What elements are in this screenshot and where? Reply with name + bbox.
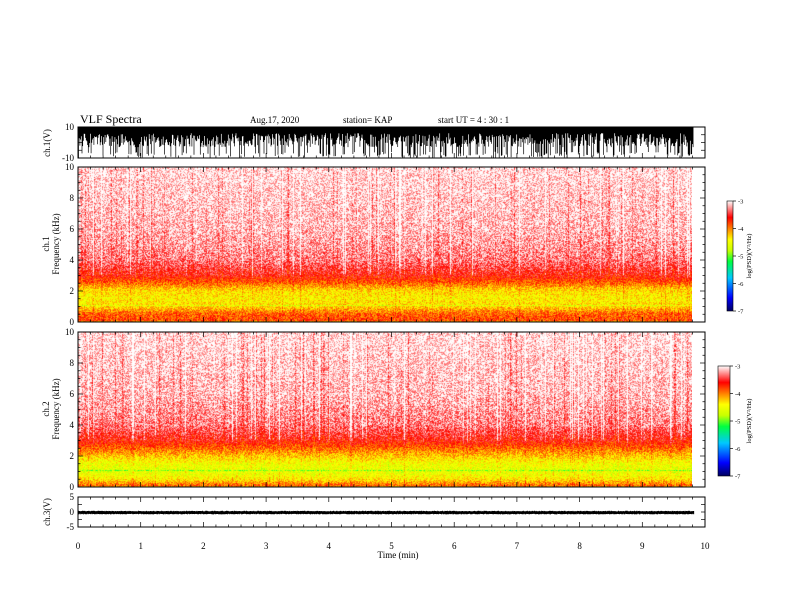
time-tick-label: 2 (201, 541, 206, 551)
ch1-frequency-ytick-label: 4 (70, 255, 75, 265)
ch2-colorbar-tick-label: -7 (735, 474, 741, 481)
ch3-ytick-bottom: -5 (67, 522, 75, 532)
ch1-spectrogram-ticks (77, 166, 706, 323)
start-time-label: start UT = 4 : 30 : 1 (438, 115, 509, 125)
ch3-waveform-panel: 5 0 -5 ch.3(V) (42, 492, 706, 532)
ch1-colorbar-tick-label: -6 (738, 281, 744, 288)
ch2-spectrogram-panel: 0 2 4 6 8 10 ch.2 Frequency (kHz) (41, 327, 706, 492)
time-tick-label: 7 (515, 541, 520, 551)
time-tick-label: 1 (138, 541, 143, 551)
ch1-colorbar-tick-label: -5 (738, 254, 743, 261)
ch1-colorbar-tick-label: -4 (738, 226, 744, 233)
date-label: Aug.17, 2020 (250, 115, 300, 125)
time-axis-label: Time (min) (378, 550, 419, 560)
ch1-ylabel: ch.1(V) (42, 129, 52, 157)
ch1-waveform-ticks (77, 126, 706, 159)
ch2-spectrogram-ticks (77, 331, 706, 488)
ch1-frequency-ytick-label: 8 (70, 193, 75, 203)
ch1-frequency-tick-labels: 0 2 4 6 8 10 (65, 162, 75, 327)
ch1-ylabel-frequency: Frequency (kHz) (51, 213, 61, 274)
ch2-colorbar-ticks: -3 -4 -5 -6 -7 (730, 364, 741, 481)
ch2-ylabel-frequency: Frequency (kHz) (51, 378, 61, 439)
time-tick-label: 10 (701, 541, 711, 551)
figure-title: VLF Spectra (80, 112, 142, 126)
time-tick-label: 5 (389, 541, 394, 551)
ch3-ytick-middle: 0 (70, 507, 75, 517)
ch2-spectrogram-image (78, 332, 692, 487)
ch2-frequency-ytick-label: 10 (65, 327, 75, 337)
ch2-frequency-ytick-label: 2 (70, 451, 75, 461)
time-tick-label: 6 (452, 541, 457, 551)
ch2-colorbar: -3 -4 -5 -6 -7 log(PSD)(V²/Hz) (717, 364, 753, 481)
time-tick-label: 9 (640, 541, 645, 551)
ch1-ylabel-channel: ch.1 (41, 236, 51, 251)
ch2-colorbar-tick-label: -4 (735, 391, 741, 398)
ch1-colorbar: -3 -4 -5 -6 -7 log(PSD)(V²/Hz) (726, 199, 753, 316)
ch2-colorbar-tick-label: -3 (735, 364, 740, 371)
ch1-colorbar-tick-label: -7 (738, 309, 744, 316)
ch3-waveform-trace (78, 510, 695, 515)
ch1-waveform-line (78, 127, 694, 158)
ch2-frequency-ytick-label: 8 (70, 358, 75, 368)
ch1-colorbar-gradient (726, 200, 734, 312)
ch1-ytick-bottom: -10 (62, 153, 74, 163)
ch1-colorbar-ticks: -3 -4 -5 -6 -7 (733, 199, 744, 316)
ch1-frequency-ytick-label: 0 (70, 317, 75, 327)
ch1-waveform-panel: 10 -10 ch.1(V) (42, 122, 706, 163)
ch1-spectrogram-panel: 0 2 4 6 8 10 ch.1 Frequency (kHz) (41, 162, 706, 327)
ch1-ytick-top: 10 (65, 122, 75, 132)
time-axis-tick-labels: 0 1 2 3 4 5 6 7 8 9 10 (76, 541, 710, 551)
ch2-frequency-ytick-label: 6 (70, 389, 75, 399)
ch3-waveform-ticks (77, 496, 706, 528)
ch1-frequency-ytick-label: 6 (70, 224, 75, 234)
time-tick-label: 4 (327, 541, 332, 551)
ch1-frequency-ytick-label: 2 (70, 286, 75, 296)
time-tick-label: 8 (577, 541, 582, 551)
ch2-colorbar-label: log(PSD)(V²/Hz) (746, 399, 753, 444)
time-tick-label: 0 (76, 541, 81, 551)
ch1-waveform-trace (78, 127, 694, 158)
ch1-colorbar-tick-label: -3 (738, 199, 743, 206)
ch2-frequency-ytick-label: 4 (70, 420, 75, 430)
ch1-frequency-ytick-label: 10 (65, 162, 75, 172)
ch3-ytick-top: 5 (70, 492, 75, 502)
ch2-colorbar-tick-label: -6 (735, 446, 741, 453)
ch2-colorbar-gradient (717, 365, 731, 477)
ch2-colorbar-tick-label: -5 (735, 419, 740, 426)
ch3-ylabel: ch.3(V) (42, 498, 52, 526)
station-label: station= KAP (343, 115, 392, 125)
ch2-frequency-ytick-label: 0 (70, 482, 75, 492)
ch1-spectrogram-image (78, 167, 692, 322)
ch1-colorbar-label: log(PSD)(V²/Hz) (746, 234, 753, 279)
ch2-ylabel-channel: ch.2 (41, 401, 51, 416)
time-tick-label: 3 (264, 541, 269, 551)
ch2-frequency-tick-labels: 0 2 4 6 8 10 (65, 327, 75, 492)
ch3-waveform-line (78, 510, 695, 515)
